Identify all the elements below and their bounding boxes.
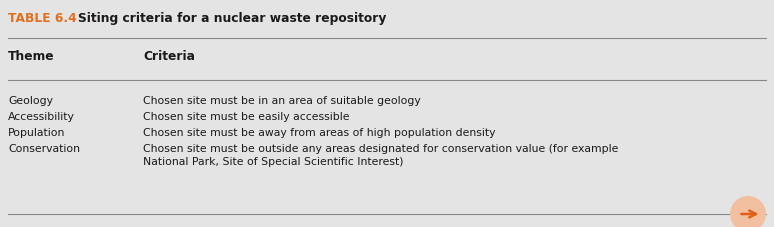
Text: Theme: Theme [8, 50, 55, 64]
Text: Conservation: Conservation [8, 144, 80, 154]
Text: Chosen site must be outside any areas designated for conservation value (for exa: Chosen site must be outside any areas de… [143, 144, 618, 167]
Text: Chosen site must be in an area of suitable geology: Chosen site must be in an area of suitab… [143, 96, 421, 106]
Text: Siting criteria for a nuclear waste repository: Siting criteria for a nuclear waste repo… [78, 12, 386, 25]
Text: TABLE 6.4: TABLE 6.4 [8, 12, 77, 25]
Text: Geology: Geology [8, 96, 53, 106]
Text: Population: Population [8, 128, 65, 138]
Text: Chosen site must be away from areas of high population density: Chosen site must be away from areas of h… [143, 128, 495, 138]
Text: Accessibility: Accessibility [8, 112, 75, 122]
Text: Chosen site must be easily accessible: Chosen site must be easily accessible [143, 112, 350, 122]
Ellipse shape [730, 196, 766, 227]
Text: Criteria: Criteria [143, 50, 195, 64]
